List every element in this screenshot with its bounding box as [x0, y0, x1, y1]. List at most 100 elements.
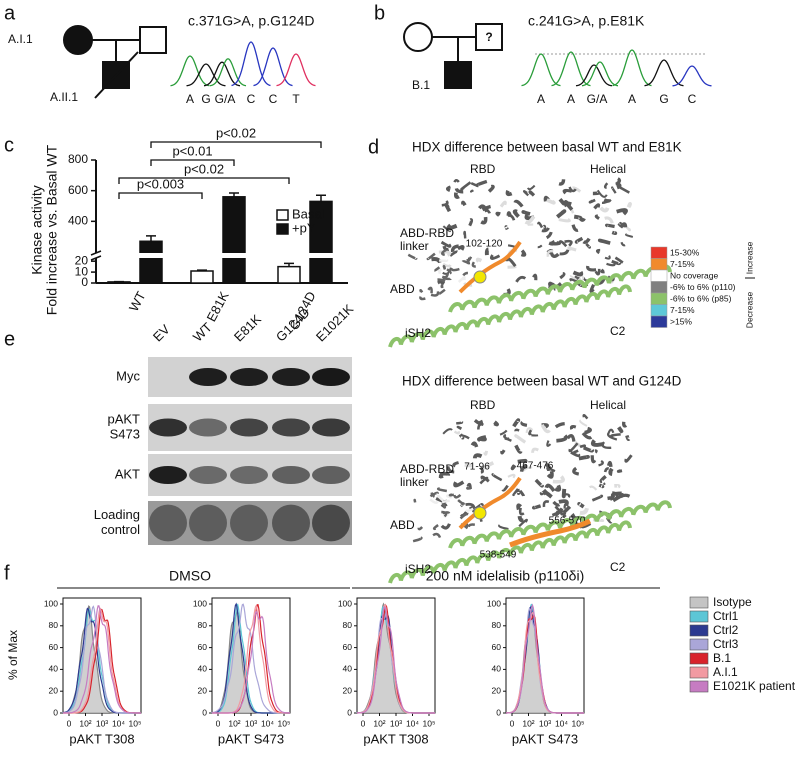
legend-swatch — [689, 680, 709, 693]
scale-swatch — [650, 292, 668, 305]
legend-label: B.1 — [713, 651, 731, 665]
ribbon — [603, 467, 609, 473]
blot-band — [312, 504, 350, 542]
ribbon — [475, 257, 483, 263]
pedigree-a — [63, 25, 167, 99]
ribbon — [437, 279, 446, 286]
scale-swatch — [650, 281, 668, 294]
error-bar — [284, 262, 294, 267]
x-tick-label: 10⁵ — [129, 718, 142, 728]
legend-swatch — [689, 596, 709, 609]
ribbon — [544, 462, 552, 471]
base-call: A — [567, 92, 575, 106]
ribbon — [626, 202, 632, 209]
ribbon — [618, 185, 630, 194]
ribbon — [464, 462, 473, 468]
ribbon — [449, 250, 458, 257]
ribbon — [470, 441, 479, 448]
scale-label: 7-15% — [670, 259, 695, 269]
ribbon — [518, 489, 526, 497]
ribbon — [519, 464, 528, 472]
ribbon — [594, 214, 600, 220]
ribbon — [436, 487, 448, 493]
ribbon — [503, 433, 512, 442]
error-bar — [146, 235, 156, 242]
scale-label: No coverage — [670, 270, 718, 280]
ribbon — [412, 536, 423, 543]
ribbon — [438, 258, 449, 263]
ribbon — [582, 237, 591, 244]
error-bar — [316, 194, 326, 202]
ribbon — [558, 179, 566, 186]
y-tick-label: 80 — [49, 620, 59, 630]
y-tick-label: 100 — [44, 598, 58, 608]
p-value: p<0.02 — [184, 161, 224, 176]
helix — [388, 520, 632, 584]
ribbon — [614, 483, 621, 489]
histogram — [505, 607, 584, 714]
ribbon — [504, 225, 509, 231]
ribbon — [514, 434, 527, 444]
x-tick-label: 10² — [79, 718, 91, 728]
ribbon — [537, 221, 544, 229]
ribbon — [607, 460, 613, 468]
panel-label: a — [4, 2, 16, 24]
ribbon — [579, 507, 589, 515]
structure-title: HDX difference between basal WT and G124… — [402, 374, 682, 389]
histogram — [212, 610, 291, 714]
ribbon — [564, 239, 573, 247]
ribbon — [601, 198, 612, 205]
ribbon — [505, 257, 517, 267]
ribbon — [598, 483, 605, 489]
ribbon — [450, 267, 460, 272]
trace-peak — [276, 53, 316, 87]
histogram — [63, 605, 141, 714]
blot-band — [149, 418, 187, 437]
group-label: 200 nM idelalisib (p110δi) — [426, 568, 585, 584]
bar — [190, 270, 214, 284]
ribbon — [507, 265, 517, 269]
ribbon — [441, 273, 450, 279]
ribbon — [440, 240, 452, 248]
legend-swatch — [689, 638, 709, 651]
histogram — [505, 604, 584, 714]
blot-band — [272, 418, 310, 437]
blot-band — [149, 504, 187, 542]
y-tick-label: 40 — [49, 664, 59, 674]
ribbon — [453, 430, 460, 435]
ribbon — [611, 230, 618, 236]
pedigree-label: A.II.1 — [50, 90, 78, 104]
ribbon — [487, 184, 495, 193]
scale-label: >15% — [670, 316, 692, 326]
ribbon — [512, 418, 521, 428]
ribbon — [584, 426, 592, 435]
y-tick-label: 800 — [68, 152, 88, 166]
ribbon — [546, 440, 552, 447]
x-tick-label: 10⁵ — [423, 718, 436, 728]
blot-band — [149, 466, 187, 484]
ribbon — [610, 491, 622, 499]
trace-peak — [253, 47, 293, 87]
row-label: S473 — [110, 426, 140, 441]
ribbon — [619, 222, 628, 229]
x-tick-label: 0 — [510, 718, 515, 728]
pedigree-unknown: ? — [485, 30, 492, 44]
y-tick-label: 0 — [81, 275, 88, 289]
ribbon — [491, 473, 503, 482]
x-tick-label: 10² — [522, 718, 534, 728]
axis-break — [88, 253, 350, 258]
ribbon — [599, 206, 610, 213]
ribbon — [525, 427, 534, 434]
x-tick-label: 10⁵ — [572, 718, 585, 728]
trace-peak — [644, 59, 684, 87]
ribbon — [619, 493, 631, 499]
row-label: Loading — [94, 507, 140, 522]
legend-label: A.I.1 — [713, 665, 738, 679]
ribbon — [437, 268, 443, 275]
ribbon — [446, 466, 455, 474]
ribbon-linker — [458, 240, 522, 294]
ribbon — [514, 444, 523, 454]
ribbon — [442, 428, 453, 435]
blot-band — [272, 368, 310, 386]
ribbon — [516, 503, 523, 511]
